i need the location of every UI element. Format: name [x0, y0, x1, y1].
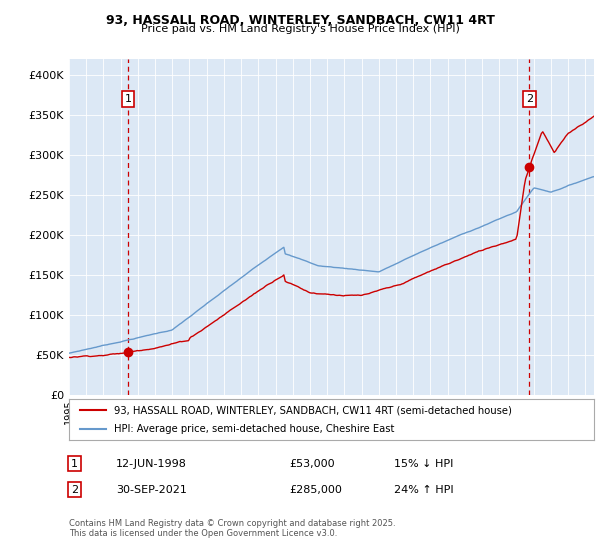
Text: 93, HASSALL ROAD, WINTERLEY, SANDBACH, CW11 4RT: 93, HASSALL ROAD, WINTERLEY, SANDBACH, C… [106, 14, 494, 27]
Text: 30-SEP-2021: 30-SEP-2021 [116, 484, 187, 494]
Text: 15% ↓ HPI: 15% ↓ HPI [395, 459, 454, 469]
Text: Contains HM Land Registry data © Crown copyright and database right 2025.
This d: Contains HM Land Registry data © Crown c… [69, 519, 395, 538]
Text: 1: 1 [71, 459, 78, 469]
Text: HPI: Average price, semi-detached house, Cheshire East: HPI: Average price, semi-detached house,… [113, 424, 394, 433]
Text: £53,000: £53,000 [290, 459, 335, 469]
Text: 12-JUN-1998: 12-JUN-1998 [116, 459, 187, 469]
Text: Price paid vs. HM Land Registry's House Price Index (HPI): Price paid vs. HM Land Registry's House … [140, 24, 460, 34]
Text: 2: 2 [526, 94, 533, 104]
Text: 1: 1 [125, 94, 132, 104]
Text: 24% ↑ HPI: 24% ↑ HPI [395, 484, 454, 494]
Text: 2: 2 [71, 484, 78, 494]
Text: 93, HASSALL ROAD, WINTERLEY, SANDBACH, CW11 4RT (semi-detached house): 93, HASSALL ROAD, WINTERLEY, SANDBACH, C… [113, 405, 511, 415]
Text: £285,000: £285,000 [290, 484, 343, 494]
